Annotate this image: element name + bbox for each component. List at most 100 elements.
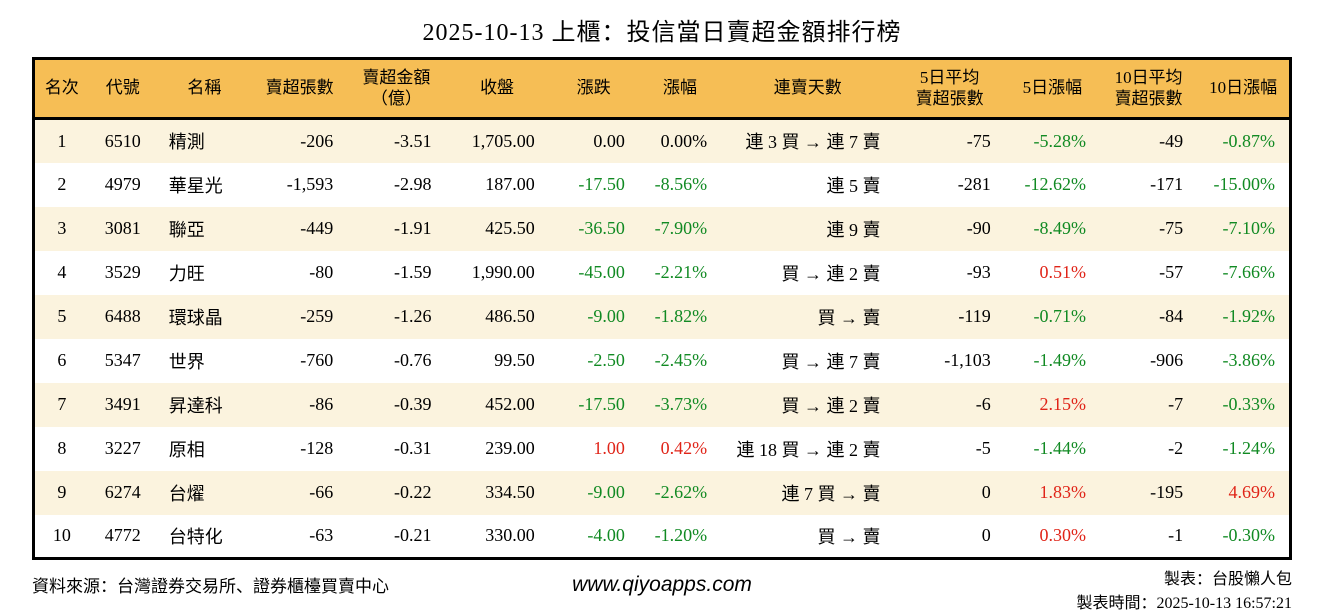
cell-pct5: -1.49% <box>1033 350 1086 370</box>
cell-rank: 4 <box>57 262 67 282</box>
cell-sell_amount: -1.26 <box>393 306 432 326</box>
cell-change_pct: -8.56% <box>654 174 708 194</box>
cell-close: 452.00 <box>485 394 535 414</box>
cell-sell_volume: -760 <box>300 350 334 370</box>
cell-name: 台燿 <box>168 483 205 504</box>
cell-avg5_volume: 0 <box>981 525 991 546</box>
cell-close: 99.50 <box>494 350 535 370</box>
cell-pct10: -0.33% <box>1222 394 1276 414</box>
header-cell-pct10: 10日漲幅 <box>1197 58 1291 120</box>
cell-pct5: 2.15% <box>1039 394 1086 414</box>
cell-streak: 買 → 連 2 賣 <box>781 395 881 416</box>
made-time-note: 製表時間：2025-10-13 16:57:21 <box>1076 595 1292 612</box>
cell-avg5_volume: 0 <box>981 482 991 502</box>
table-row: 4 3529 力旺 -80 -1.59 1,990.00 -45.00 -2.21% 買 → 連… <box>34 251 1291 295</box>
cell-change: -17.50 <box>578 174 625 194</box>
table-row: 6 5347 世界 -760 -0.76 99.50 -2.50 -2.45% 買 → 連 7 … <box>34 339 1291 383</box>
cell-name: 華星光 <box>168 175 223 196</box>
header-cell-change: 漲跌 <box>548 58 639 120</box>
cell-streak: 連 9 賣 <box>826 219 881 240</box>
cell-name: 台特化 <box>168 526 223 547</box>
page-title: 2025-10-13 上櫃：投信當日賣超金額排行榜 <box>422 20 902 46</box>
cell-close: 1,990.00 <box>471 262 535 282</box>
cell-pct10: -1.24% <box>1222 438 1276 458</box>
cell-change_pct: -7.90% <box>654 218 708 238</box>
cell-sell_volume: -80 <box>309 262 334 282</box>
cell-avg10_volume: -84 <box>1159 306 1184 326</box>
cell-close: 425.50 <box>485 218 535 238</box>
cell-name: 精測 <box>168 132 205 153</box>
cell-avg5_volume: -90 <box>966 218 991 238</box>
cell-sell_amount: -0.21 <box>393 525 432 546</box>
cell-change_pct: -3.73% <box>654 394 708 414</box>
cell-sell_volume: -1,593 <box>286 174 334 194</box>
cell-avg5_volume: -1,103 <box>944 350 991 370</box>
cell-change: -9.00 <box>587 306 625 326</box>
header-cell-change-pct: 漲幅 <box>638 58 722 120</box>
header-cell-avg10-volume: 10日平均 賣超張數 <box>1099 58 1198 120</box>
cell-code: 4979 <box>104 174 141 194</box>
cell-name: 力旺 <box>168 263 205 284</box>
cell-code: 6510 <box>104 130 141 151</box>
header-cell-streak: 連賣天數 <box>721 58 895 120</box>
cell-name: 環球晶 <box>168 307 223 328</box>
cell-close: 334.50 <box>485 482 535 502</box>
maker-note: 製表：台股懶人包 <box>1163 571 1292 588</box>
cell-change: 0.00 <box>593 130 625 151</box>
cell-streak: 買 → 賣 <box>817 307 881 328</box>
header-cell-rank: 名次 <box>33 58 89 120</box>
table-row: 7 3491 昇達科 -86 -0.39 452.00 -17.50 -3.73% 買 → 連 … <box>33 382 1291 427</box>
maker-block: 製表：台股懶人包 製表時間：2025-10-13 16:57:21 <box>752 568 1292 612</box>
cell-rank: 2 <box>57 174 67 194</box>
cell-change: -9.00 <box>587 482 625 502</box>
header-cell-avg5-volume: 5日平均 賣超張數 <box>894 58 1005 120</box>
cell-pct10: -3.86% <box>1222 350 1276 370</box>
table-row: 9 6274 台燿 -66 -0.22 334.50 -9.00 -2.62% 連 7 買 → … <box>33 470 1291 515</box>
table-header-row: 名次 代號 名稱 賣超張數 賣超金額 （億） 收盤 漲跌 漲幅 連賣天數 5日平均… <box>33 58 1291 120</box>
cell-code: 3227 <box>104 438 141 458</box>
cell-pct5: -5.28% <box>1033 130 1086 151</box>
cell-rank: 9 <box>57 482 67 502</box>
header-cell-close: 收盤 <box>445 58 549 120</box>
footer: 資料來源：台灣證券交易所、證券櫃檯買賣中心 www.qiyoapps.com 製… <box>32 568 1292 612</box>
cell-name: 世界 <box>168 351 205 372</box>
table-row: 3 3081 聯亞 -449 -1.91 425.50 -36.50 -7.90% 連 9 賣 -… <box>33 206 1291 251</box>
cell-pct10: 4.69% <box>1228 482 1276 502</box>
cell-streak: 買 → 連 2 賣 <box>781 263 881 284</box>
cell-pct5: -0.71% <box>1033 306 1086 326</box>
cell-avg5_volume: -281 <box>957 174 991 194</box>
cell-sell_volume: -259 <box>300 306 334 326</box>
cell-sell_amount: -0.31 <box>393 438 432 458</box>
cell-code: 6488 <box>104 306 141 326</box>
table-row: 1 6510 精測 -206 -3.51 1,705.00 0.00 0.00% 連 3 買 →… <box>33 118 1291 163</box>
cell-sell_volume: -206 <box>300 130 334 151</box>
cell-pct5: -8.49% <box>1033 218 1086 238</box>
cell-rank: 7 <box>57 394 67 414</box>
cell-avg10_volume: -49 <box>1159 130 1184 151</box>
website-text: www.qiyoapps.com <box>572 573 752 596</box>
cell-avg10_volume: -75 <box>1159 218 1184 238</box>
cell-streak: 連 3 買 → 連 7 賣 <box>745 132 881 153</box>
cell-code: 5347 <box>104 350 141 370</box>
cell-rank: 6 <box>57 350 67 370</box>
cell-close: 187.00 <box>485 174 535 194</box>
cell-avg5_volume: -75 <box>966 130 991 151</box>
cell-avg5_volume: -93 <box>966 262 991 282</box>
cell-avg10_volume: -2 <box>1168 438 1184 458</box>
cell-close: 1,705.00 <box>471 130 535 151</box>
cell-pct5: 1.83% <box>1039 482 1086 502</box>
cell-change_pct: -1.20% <box>654 525 708 546</box>
table-row: 2 4979 華星光 -1,593 -2.98 187.00 -17.50 -8.56% 連 5… <box>34 163 1291 207</box>
table-row: 10 4772 台特化 -63 -0.21 330.00 -4.00 -1.20% 買 → 賣 0… <box>34 515 1291 559</box>
ranking-table: 名次 代號 名稱 賣超張數 賣超金額 （億） 收盤 漲跌 漲幅 連賣天數 5日平均… <box>32 57 1292 560</box>
cell-pct5: 0.30% <box>1039 525 1086 546</box>
header-cell-code: 代號 <box>88 58 157 120</box>
header-cell-sell-amount: 賣超金額 （億） <box>347 58 446 120</box>
cell-code: 6274 <box>104 482 141 502</box>
cell-sell_amount: -3.51 <box>393 130 432 151</box>
cell-rank: 1 <box>57 130 67 151</box>
cell-sell_volume: -449 <box>300 218 334 238</box>
header-cell-pct5: 5日漲幅 <box>1004 58 1100 120</box>
cell-sell_amount: -0.39 <box>393 394 432 414</box>
cell-avg10_volume: -906 <box>1150 350 1184 370</box>
